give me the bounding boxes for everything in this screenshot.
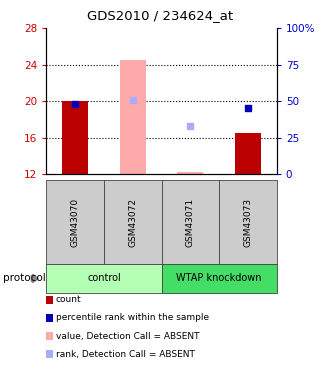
Point — [73, 100, 78, 106]
Text: count: count — [56, 296, 82, 304]
Text: protocol: protocol — [3, 273, 46, 284]
Point — [188, 123, 193, 129]
Bar — [62, 101, 88, 174]
Bar — [235, 133, 261, 174]
Point — [130, 98, 135, 104]
Text: percentile rank within the sample: percentile rank within the sample — [56, 314, 209, 322]
Text: control: control — [87, 273, 121, 284]
Bar — [177, 172, 204, 174]
Text: rank, Detection Call = ABSENT: rank, Detection Call = ABSENT — [56, 350, 195, 358]
Text: WTAP knockdown: WTAP knockdown — [176, 273, 262, 284]
Text: GSM43073: GSM43073 — [244, 198, 252, 247]
Bar — [120, 60, 146, 174]
Text: GSM43072: GSM43072 — [128, 198, 137, 247]
Text: value, Detection Call = ABSENT: value, Detection Call = ABSENT — [56, 332, 199, 340]
Text: GSM43070: GSM43070 — [71, 198, 80, 247]
Point — [245, 105, 251, 111]
Text: GDS2010 / 234624_at: GDS2010 / 234624_at — [87, 9, 233, 22]
Text: GSM43071: GSM43071 — [186, 198, 195, 247]
